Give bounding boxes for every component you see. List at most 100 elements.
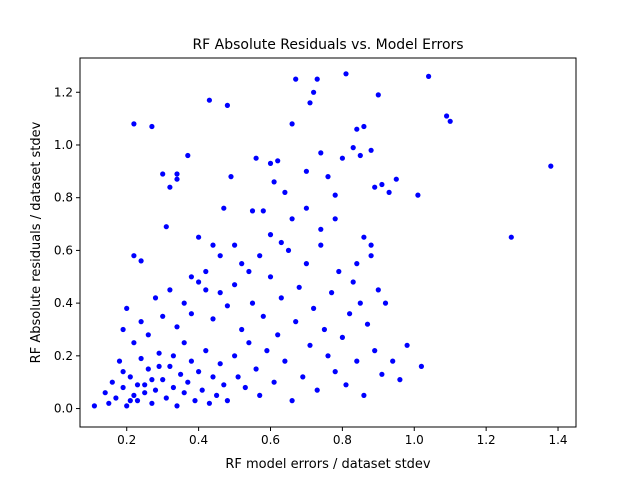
data-point (361, 234, 367, 240)
data-point (206, 97, 212, 103)
data-point (508, 234, 514, 240)
data-point (178, 371, 184, 377)
data-points (91, 71, 554, 409)
data-point (444, 113, 450, 119)
data-point (354, 126, 360, 132)
data-point (131, 392, 137, 398)
data-point (314, 387, 320, 393)
data-point (260, 208, 266, 214)
data-point (271, 379, 277, 385)
data-point (318, 242, 324, 248)
data-point (156, 350, 162, 356)
x-tick-label: 1.4 (548, 433, 567, 447)
data-point (199, 387, 205, 393)
data-point (354, 358, 360, 364)
data-point (264, 348, 270, 354)
data-point (260, 313, 266, 319)
data-point (120, 326, 126, 333)
data-point (120, 369, 126, 375)
data-point (267, 232, 274, 238)
data-point (210, 316, 216, 322)
data-point (91, 403, 97, 409)
data-point (188, 358, 194, 364)
data-point (382, 300, 389, 306)
data-point (249, 208, 256, 214)
data-point (314, 76, 320, 82)
y-tick-label: 0.2 (54, 349, 73, 363)
data-point (210, 374, 216, 380)
data-point (127, 374, 133, 380)
data-point (246, 340, 252, 346)
data-point (332, 192, 338, 198)
data-point (282, 358, 288, 364)
data-point (145, 366, 151, 372)
data-point (318, 226, 324, 232)
x-tick-label: 0.8 (333, 433, 352, 447)
data-point (311, 305, 317, 311)
data-point (293, 319, 299, 325)
data-point (329, 290, 335, 296)
data-point (196, 234, 202, 240)
x-tick-label: 0.4 (189, 433, 208, 447)
data-point (246, 268, 252, 275)
data-point (307, 342, 313, 348)
data-point (170, 353, 176, 359)
data-point (221, 382, 227, 388)
data-point (415, 192, 421, 198)
data-point (447, 118, 453, 124)
data-point (167, 184, 173, 190)
data-point (232, 282, 238, 288)
data-point (289, 398, 295, 404)
data-point (278, 295, 284, 301)
data-point (296, 284, 302, 290)
data-point (221, 205, 227, 211)
data-point (336, 268, 342, 275)
data-point (242, 384, 248, 391)
data-point (174, 171, 180, 177)
data-point (232, 353, 238, 359)
data-point (134, 382, 141, 388)
data-point (289, 216, 295, 222)
data-point (307, 100, 313, 106)
data-point (170, 384, 176, 391)
data-point (134, 398, 141, 404)
data-point (303, 168, 309, 174)
data-point (386, 189, 392, 195)
data-point (203, 268, 209, 275)
data-point (418, 363, 424, 369)
data-point (325, 353, 331, 359)
plot-frame (79, 57, 577, 428)
data-point (368, 253, 374, 259)
x-axis-label: RF model errors / dataset stdev (225, 457, 431, 472)
x-tick-label: 0.6 (261, 433, 280, 447)
x-tick-label: 1.0 (405, 433, 424, 447)
data-point (167, 363, 173, 369)
data-point (249, 300, 256, 306)
data-point (217, 253, 223, 259)
y-tick-label: 0.4 (54, 296, 73, 310)
data-point (278, 239, 284, 246)
data-point (285, 247, 292, 253)
data-point (152, 295, 159, 301)
data-point (217, 361, 223, 367)
data-point (379, 181, 385, 188)
data-point (185, 379, 191, 385)
data-point (239, 261, 245, 267)
data-point (325, 174, 331, 180)
data-point (368, 147, 374, 153)
y-tick-label: 0.0 (54, 402, 73, 416)
data-point (116, 358, 123, 364)
data-point (214, 392, 220, 398)
data-point (181, 300, 187, 306)
data-point (167, 287, 173, 293)
data-point (160, 171, 166, 177)
data-point (138, 319, 144, 325)
data-point (174, 403, 180, 409)
data-point (368, 242, 374, 248)
data-point (275, 158, 281, 164)
y-axis-ticks: 0.0 0.2 0.4 0.6 0.8 1.0 1.2 (54, 85, 80, 416)
data-point (343, 382, 349, 388)
data-point (217, 290, 223, 296)
data-point (293, 76, 299, 82)
